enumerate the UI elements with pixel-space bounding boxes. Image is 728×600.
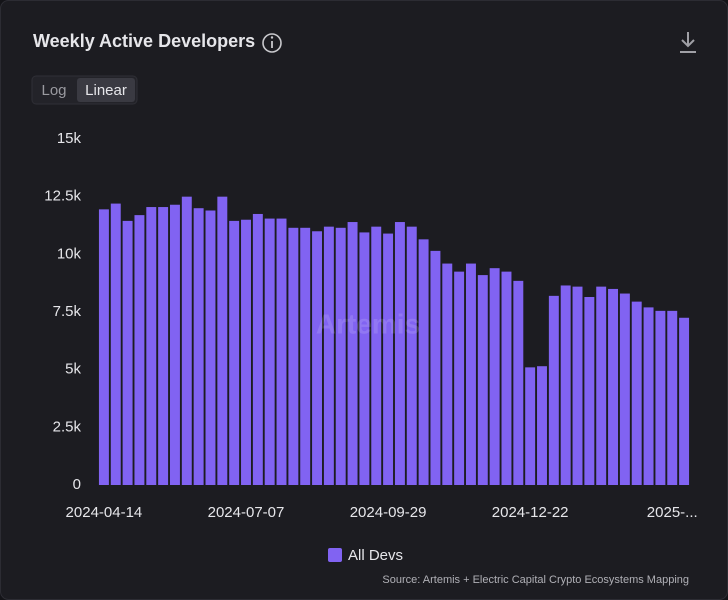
- bar: [312, 231, 323, 485]
- y-tick-label: 12.5k: [44, 188, 81, 205]
- bar: [430, 250, 441, 485]
- bar: [584, 297, 595, 485]
- bar: [383, 233, 394, 485]
- bar: [643, 307, 654, 485]
- bar: [406, 226, 417, 486]
- bar: [418, 239, 429, 485]
- bar: [454, 271, 465, 485]
- bar: [548, 295, 559, 485]
- info-icon[interactable]: [262, 33, 282, 53]
- bar: [394, 222, 405, 486]
- bar: [252, 213, 263, 485]
- source-note: Source: Artemis + Electric Capital Crypt…: [382, 574, 689, 586]
- bar: [501, 271, 512, 485]
- legend-swatch: [328, 548, 342, 562]
- bar: [596, 286, 607, 485]
- x-tick-label: 2024-07-07: [208, 504, 285, 521]
- bar: [300, 227, 311, 485]
- bar: [679, 317, 690, 485]
- bar: [288, 227, 299, 485]
- y-tick-label: 2.5k: [53, 418, 82, 435]
- bar: [359, 232, 370, 485]
- bar: [619, 293, 630, 485]
- bar: [631, 301, 642, 485]
- bar: [169, 204, 180, 486]
- y-tick-label: 7.5k: [53, 303, 82, 320]
- bar: [158, 207, 169, 485]
- bar: [465, 263, 476, 485]
- scale-toggle-active: [77, 78, 135, 102]
- bar: [513, 280, 524, 485]
- bar: [608, 288, 619, 485]
- y-tick-label: 5k: [65, 361, 81, 378]
- download-icon[interactable]: [680, 32, 696, 53]
- bar: [489, 268, 500, 485]
- bar: [193, 208, 204, 485]
- bar: [537, 366, 547, 485]
- bar: [110, 203, 121, 485]
- bar: [335, 227, 346, 485]
- legend-label[interactable]: All Devs: [348, 547, 403, 564]
- bar: [241, 219, 251, 485]
- y-tick-label: 10k: [57, 245, 82, 262]
- bar: [655, 310, 666, 485]
- bar: [572, 286, 583, 485]
- bar: [217, 196, 228, 485]
- chart-title: Weekly Active Developers: [33, 31, 255, 51]
- watermark: Artemis: [316, 308, 420, 339]
- bar: [477, 275, 488, 485]
- bar: [264, 218, 275, 485]
- bar: [323, 226, 334, 486]
- x-tick-label: 2024-09-29: [350, 504, 427, 521]
- bar: [347, 222, 358, 486]
- bar: [134, 215, 145, 485]
- bar: [205, 210, 216, 486]
- bar: [525, 367, 536, 485]
- y-tick-label: 15k: [57, 130, 82, 147]
- x-tick-label: 2024-12-22: [492, 504, 569, 521]
- bar: [560, 285, 571, 485]
- plot: 0 2.5k 5k 7.5k 10k 12.5k 15k 2024-04-14 2024-07-…: [44, 130, 697, 521]
- bar: [442, 263, 453, 485]
- y-tick-label: 0: [73, 476, 81, 493]
- x-tick-label: 2025-...: [647, 504, 698, 521]
- bar: [276, 218, 287, 485]
- bar: [98, 209, 109, 485]
- bar: [181, 196, 192, 485]
- scale-option[interactable]: Linear: [85, 82, 127, 99]
- bar: [122, 220, 133, 486]
- bar: [229, 220, 240, 486]
- bar: [146, 207, 157, 485]
- scale-option[interactable]: Log: [41, 82, 66, 99]
- x-tick-label: 2024-04-14: [66, 504, 143, 521]
- bar: [371, 226, 382, 486]
- bar: [667, 310, 678, 485]
